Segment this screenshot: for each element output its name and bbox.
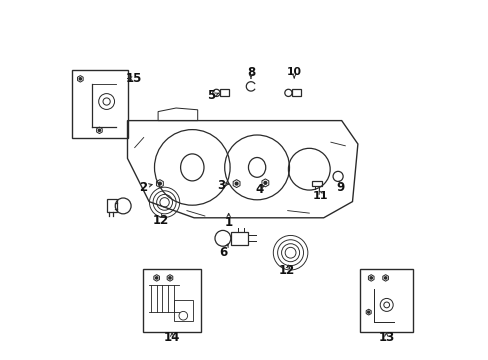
- Bar: [72, 70, 128, 138]
- Text: 5: 5: [207, 89, 215, 102]
- Bar: [107, 199, 117, 212]
- Bar: [311, 181, 322, 186]
- Text: 11: 11: [312, 191, 327, 201]
- Text: 12: 12: [278, 264, 294, 277]
- Bar: [359, 269, 412, 332]
- Circle shape: [367, 311, 369, 313]
- Text: 8: 8: [246, 66, 255, 78]
- Circle shape: [158, 182, 161, 185]
- Text: 4: 4: [255, 183, 263, 196]
- Bar: [142, 269, 201, 332]
- Text: 3: 3: [217, 179, 224, 192]
- Bar: [231, 232, 248, 245]
- Bar: [173, 300, 193, 321]
- Text: 2: 2: [139, 181, 147, 194]
- Text: 10: 10: [286, 67, 301, 77]
- Bar: [291, 89, 301, 96]
- Text: 13: 13: [377, 331, 394, 344]
- Circle shape: [98, 129, 101, 131]
- Circle shape: [384, 277, 386, 279]
- Circle shape: [168, 277, 171, 279]
- Text: 14: 14: [163, 331, 180, 344]
- Bar: [220, 89, 228, 96]
- Text: 9: 9: [336, 181, 345, 194]
- Circle shape: [264, 181, 266, 184]
- Text: 15: 15: [125, 72, 142, 85]
- Text: 6: 6: [219, 246, 227, 259]
- Circle shape: [235, 182, 238, 185]
- Circle shape: [79, 78, 81, 80]
- Circle shape: [369, 277, 371, 279]
- Text: 12: 12: [153, 214, 169, 227]
- Circle shape: [155, 277, 158, 279]
- Text: 1: 1: [224, 216, 232, 229]
